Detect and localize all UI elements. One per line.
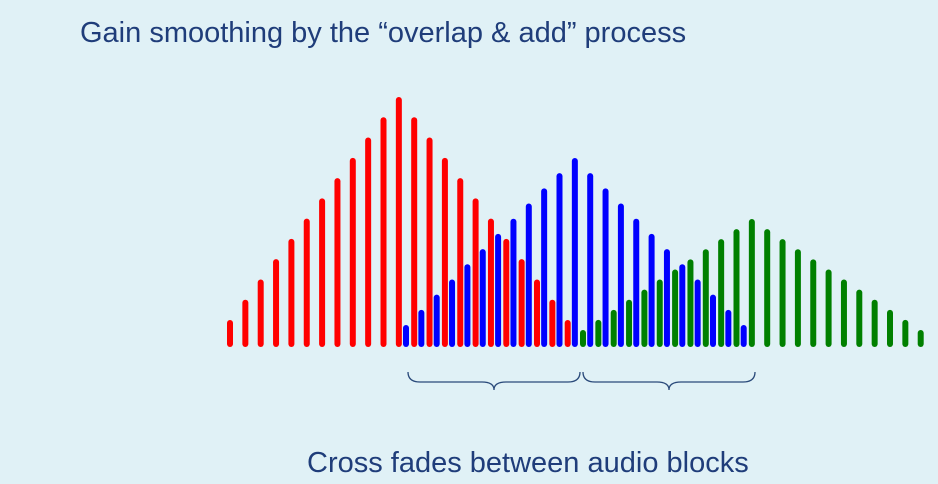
gain-bar bbox=[487, 218, 494, 347]
title: Gain smoothing by the “overlap & add” pr… bbox=[80, 17, 686, 49]
gain-bar bbox=[510, 218, 517, 347]
gain-bar bbox=[395, 97, 402, 347]
gain-bar bbox=[518, 259, 525, 347]
gain-bar bbox=[464, 264, 471, 347]
brace bbox=[407, 371, 581, 391]
gain-bar bbox=[426, 137, 433, 347]
gain-bar bbox=[349, 157, 356, 347]
gain-bar bbox=[702, 249, 709, 347]
gain-bar bbox=[663, 249, 670, 347]
gain-bar bbox=[479, 249, 486, 347]
gain-bar bbox=[733, 229, 740, 347]
gain-bar bbox=[365, 137, 372, 347]
gain-bar bbox=[641, 289, 648, 347]
gain-bar bbox=[525, 203, 532, 347]
gain-bar bbox=[288, 238, 295, 347]
gain-bar bbox=[626, 299, 633, 347]
gain-bar bbox=[672, 269, 679, 347]
gain-bar bbox=[257, 279, 264, 347]
gain-bar bbox=[595, 319, 602, 347]
gain-bar bbox=[503, 238, 510, 347]
gain-windows bbox=[227, 97, 924, 347]
gain-bar bbox=[748, 219, 755, 347]
gain-bar bbox=[449, 279, 456, 347]
gain-bar bbox=[740, 325, 747, 347]
gain-bar bbox=[694, 279, 701, 347]
gain-bar bbox=[794, 249, 801, 347]
gain-bar bbox=[710, 294, 716, 347]
gain-bar bbox=[534, 279, 540, 347]
gain-bar bbox=[810, 259, 817, 347]
gain-bar bbox=[587, 173, 594, 347]
gain-bar bbox=[779, 239, 786, 347]
caption: Cross fades between audio blocks bbox=[307, 447, 749, 479]
gain-bar bbox=[887, 309, 893, 347]
gain-bar bbox=[380, 117, 387, 347]
gain-bar bbox=[273, 259, 280, 347]
gain-bar bbox=[564, 320, 571, 347]
gain-bar bbox=[602, 188, 609, 347]
gain-bar bbox=[871, 299, 878, 347]
gain-bar bbox=[917, 330, 924, 347]
gain-bar bbox=[648, 233, 655, 347]
gain-bar bbox=[433, 294, 440, 347]
gain-bar bbox=[610, 309, 617, 347]
gain-bar bbox=[718, 239, 725, 347]
gain-bar bbox=[656, 279, 663, 347]
gain-bar bbox=[571, 158, 578, 347]
gain-bar bbox=[541, 188, 548, 347]
gain-bar bbox=[319, 198, 326, 347]
gain-bar bbox=[472, 198, 479, 347]
gain-bar bbox=[334, 178, 341, 347]
gain-bar bbox=[556, 173, 563, 347]
gain-bar bbox=[764, 229, 771, 347]
gain-bar bbox=[825, 269, 832, 347]
gain-bar bbox=[617, 203, 624, 347]
gain-bar bbox=[549, 299, 556, 347]
gain-bar bbox=[856, 289, 863, 347]
gain-bar bbox=[411, 117, 418, 347]
gain-bar bbox=[725, 309, 732, 347]
gain-bar bbox=[495, 233, 502, 347]
gain-bar bbox=[902, 319, 909, 347]
gain-bar bbox=[441, 157, 448, 347]
brace bbox=[582, 371, 756, 391]
gain-bar bbox=[840, 279, 847, 347]
gain-bar bbox=[227, 320, 233, 347]
gain-bar bbox=[418, 309, 425, 347]
gain-bar bbox=[457, 178, 464, 347]
gain-bar bbox=[687, 259, 694, 347]
gain-bar bbox=[679, 264, 686, 347]
gain-bar bbox=[242, 299, 249, 347]
gain-bar bbox=[303, 218, 310, 347]
gain-bar bbox=[633, 218, 640, 347]
gain-bar bbox=[580, 330, 586, 347]
gain-bar bbox=[403, 325, 409, 347]
